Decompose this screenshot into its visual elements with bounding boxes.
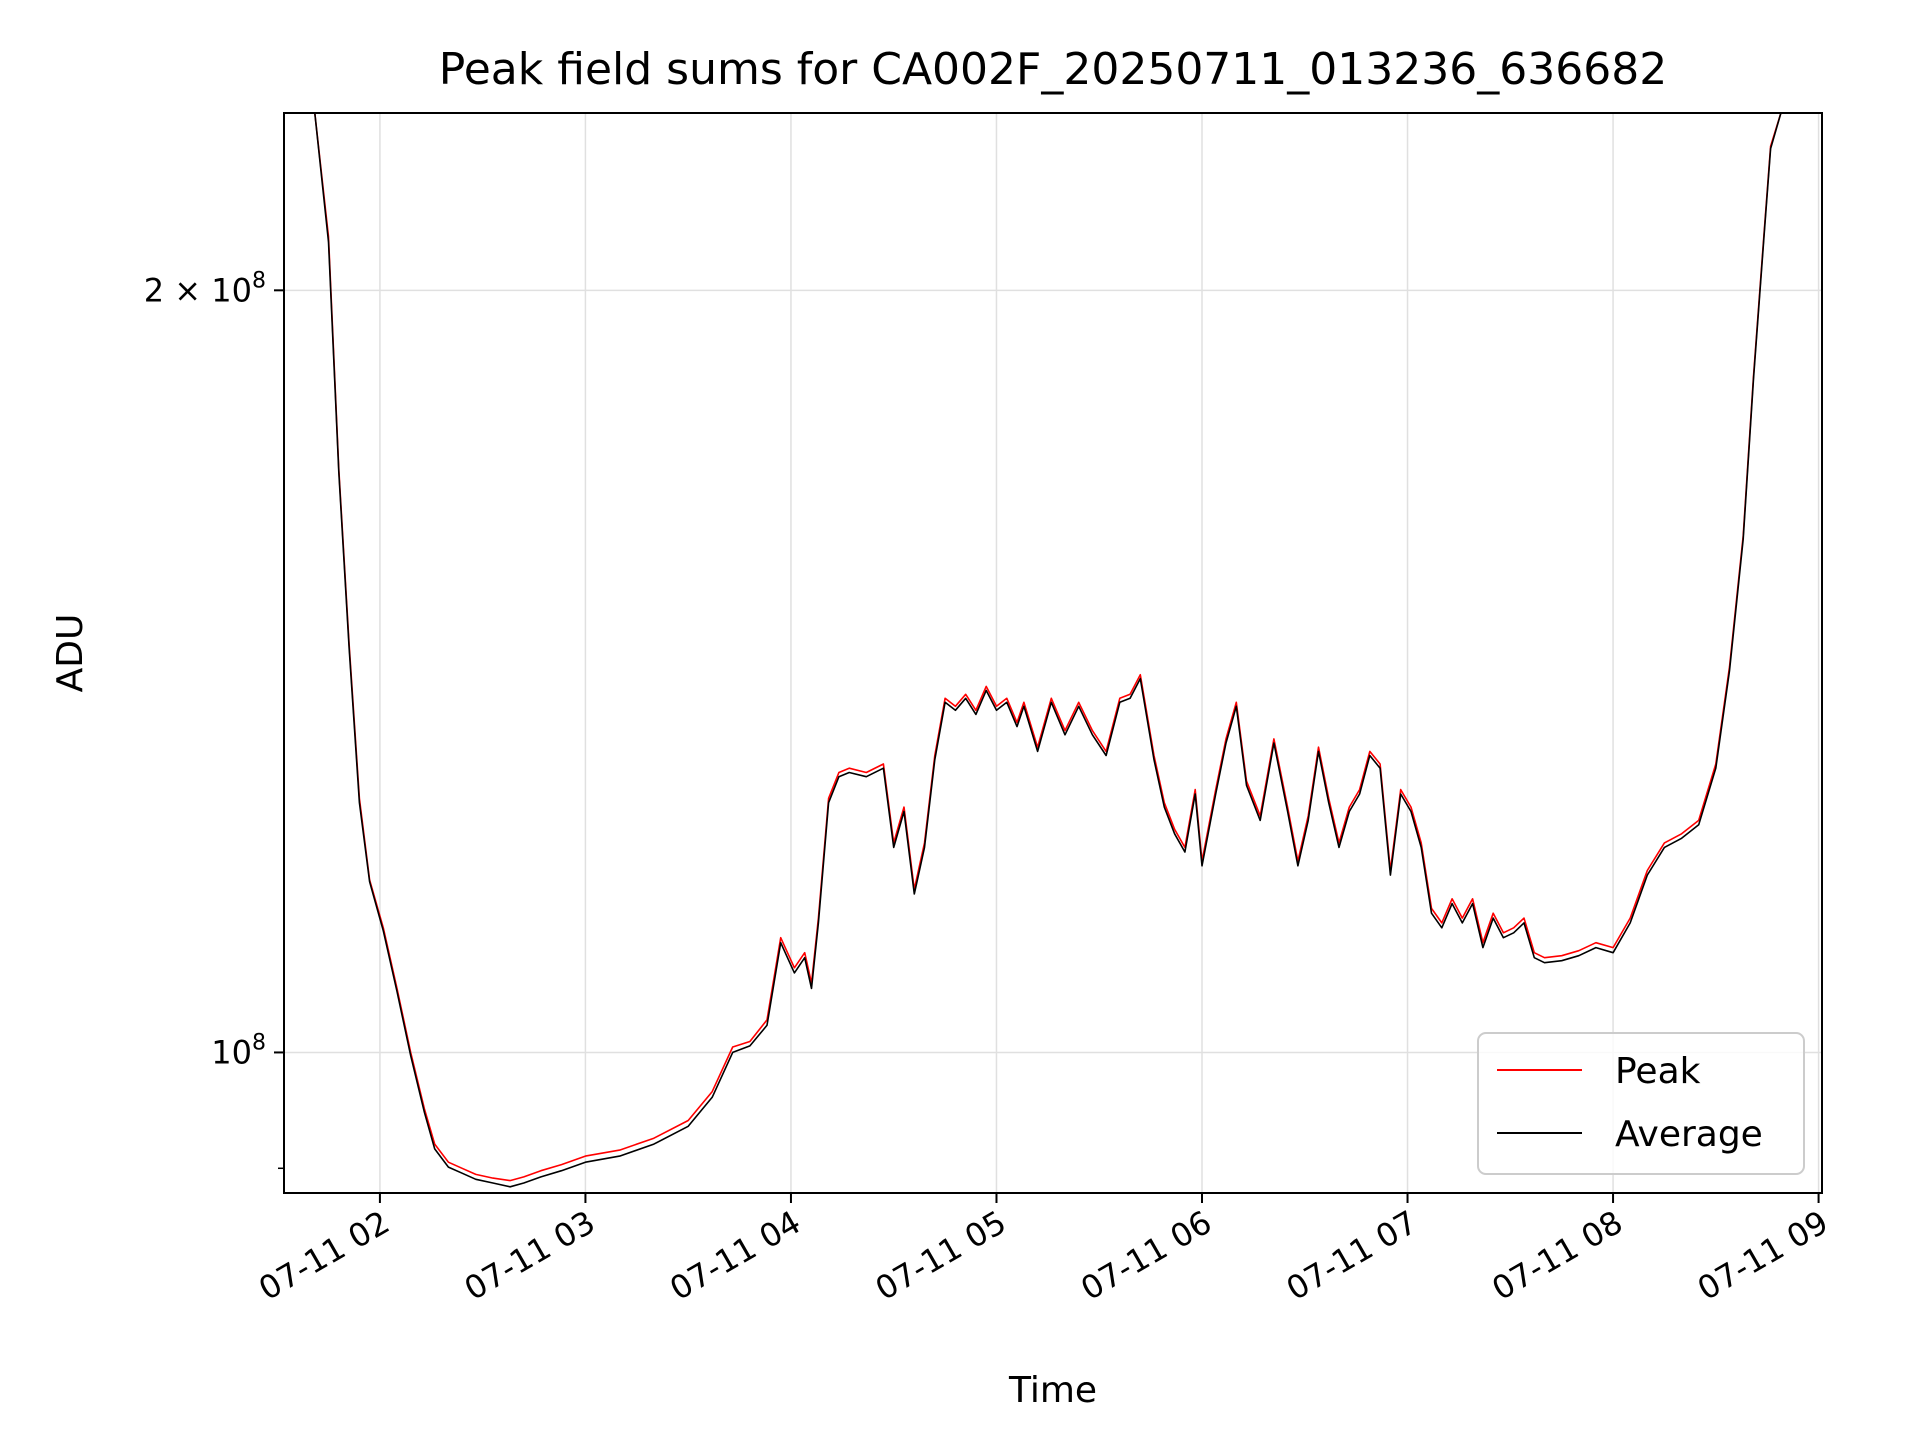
x-tick-label: 07-11 08 bbox=[1485, 1203, 1629, 1308]
series-line-peak bbox=[284, 113, 1822, 1182]
x-tick-label: 07-11 06 bbox=[1074, 1203, 1218, 1308]
legend-label-average: Average bbox=[1615, 1114, 1763, 1155]
y-axis: 108 2 × 108 bbox=[144, 268, 284, 1170]
y-tick-label: 2 × 108 bbox=[144, 268, 266, 309]
x-tick-label: 07-11 05 bbox=[869, 1203, 1013, 1308]
chart-title: Peak field sums for CA002F_20250711_0132… bbox=[439, 44, 1667, 95]
y-tick-label: 108 bbox=[211, 1030, 266, 1071]
x-axis: 07-11 02 07-11 03 07-11 04 07-11 05 07-11 06… bbox=[252, 1193, 1835, 1308]
series-layer bbox=[284, 113, 1822, 1188]
legend-box bbox=[1477, 1032, 1805, 1175]
legend: Peak Average bbox=[1477, 1032, 1805, 1175]
plot-area bbox=[283, 112, 1823, 1194]
y-axis-title: ADU bbox=[50, 614, 91, 693]
x-axis-title: Time bbox=[1008, 1370, 1097, 1411]
x-tick-label: 07-11 03 bbox=[458, 1203, 602, 1308]
x-tick-label: 07-11 04 bbox=[663, 1203, 807, 1308]
x-tick-label: 07-11 09 bbox=[1691, 1203, 1835, 1308]
grid-lines bbox=[284, 113, 1822, 1193]
series-line-average bbox=[284, 113, 1822, 1188]
x-tick-label: 07-11 02 bbox=[252, 1203, 396, 1308]
x-tick-label: 07-11 07 bbox=[1280, 1203, 1424, 1308]
legend-label-peak: Peak bbox=[1615, 1051, 1701, 1092]
